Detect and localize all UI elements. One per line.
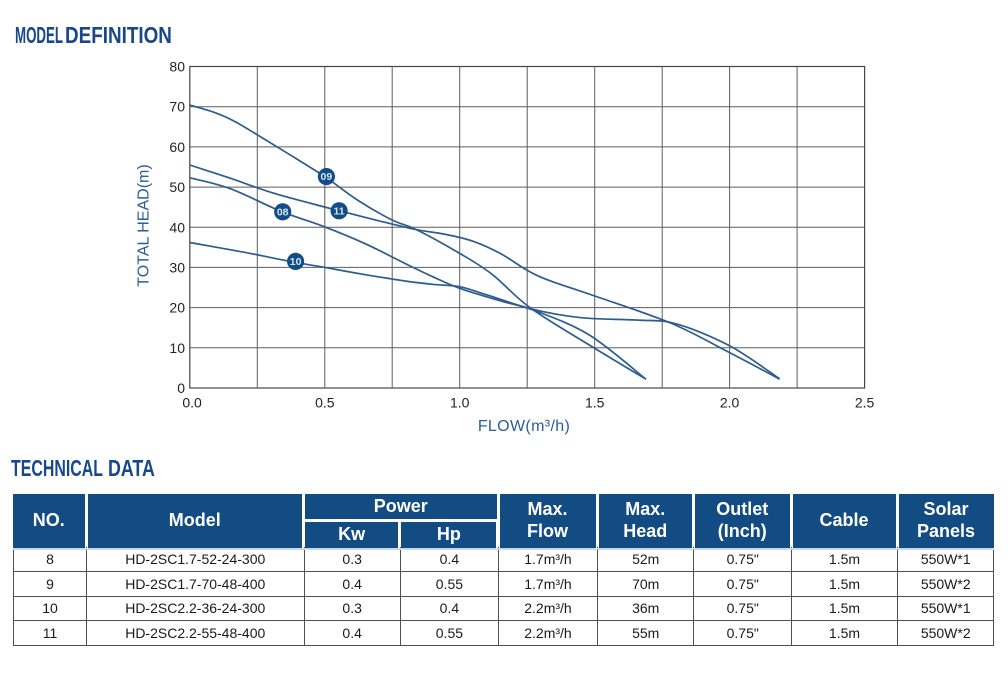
svg-text:TOTAL HEAD(m): TOTAL HEAD(m) <box>136 164 153 286</box>
svg-text:40: 40 <box>169 219 185 235</box>
svg-text:80: 80 <box>169 59 185 75</box>
svg-text:50: 50 <box>169 179 185 195</box>
svg-text:70: 70 <box>169 99 185 115</box>
svg-text:10: 10 <box>169 340 185 356</box>
svg-text:1.5: 1.5 <box>585 395 605 411</box>
svg-text:FLOW(m³/h): FLOW(m³/h) <box>478 418 570 435</box>
svg-text:0.0: 0.0 <box>182 395 202 411</box>
svg-text:08: 08 <box>277 206 289 218</box>
svg-text:0: 0 <box>177 380 185 396</box>
svg-text:30: 30 <box>169 259 185 275</box>
svg-text:0.5: 0.5 <box>315 395 335 411</box>
svg-text:2.5: 2.5 <box>855 395 875 411</box>
svg-text:11: 11 <box>334 205 345 217</box>
svg-text:1.0: 1.0 <box>450 395 470 411</box>
svg-text:09: 09 <box>321 171 333 183</box>
svg-text:10: 10 <box>290 256 302 268</box>
svg-text:20: 20 <box>169 300 185 316</box>
svg-text:60: 60 <box>169 139 185 155</box>
svg-text:2.0: 2.0 <box>720 395 740 411</box>
